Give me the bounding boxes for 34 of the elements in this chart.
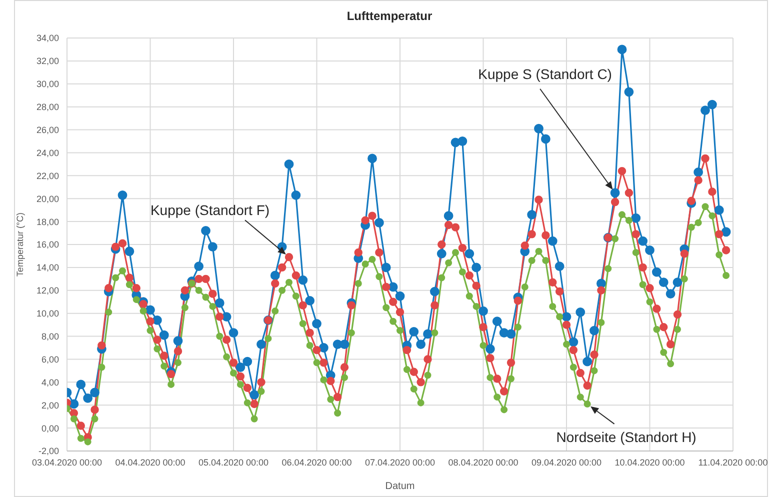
- series-label: Kuppe S (Standort C): [478, 66, 612, 82]
- y-tick-label: 4,00: [41, 377, 59, 388]
- text: Kuppe (Standort F): [150, 202, 270, 218]
- y-tick-label: 6,00: [41, 354, 59, 364]
- y-tick-label: 34,00: [36, 33, 59, 44]
- y-tick-label: 24,00: [36, 148, 59, 158]
- y-tick-label: 32,00: [36, 56, 59, 66]
- y-tick-label: 8,00: [41, 331, 59, 342]
- x-tick-label: 07.04.2020 00:00: [364, 457, 436, 468]
- x-tick-label: 10.04.2020 00:00: [614, 457, 685, 468]
- y-tick-label: 26,00: [36, 124, 59, 135]
- y-tick-label: 14,00: [36, 262, 59, 273]
- text: Nordseite (Standort H): [556, 428, 696, 445]
- y-tick-label: 22,00: [36, 170, 59, 181]
- y-tick-label: 12,00: [36, 286, 59, 296]
- x-tick-label: 08.04.2020 00:00: [448, 457, 518, 468]
- y-axis-title: Temperatur (°C): [15, 212, 26, 277]
- y-tick-label: 10,00: [36, 308, 59, 319]
- y-tick-label: 0,00: [41, 423, 59, 434]
- y-tick-label: -2,00: [38, 446, 59, 456]
- y-tick-label: 28,00: [36, 102, 59, 112]
- y-tick-label: 20,00: [36, 194, 59, 204]
- x-tick-label: 06.04.2020 00:00: [282, 457, 352, 468]
- x-tick-label: 09.04.2020 00:00: [531, 457, 602, 468]
- x-tick-label: 05.04.2020 00:00: [198, 457, 269, 468]
- x-axis-title: Datum: [385, 481, 415, 492]
- chart-title: Lufttemperatur: [346, 9, 434, 23]
- y-tick-label: 18,00: [36, 216, 59, 227]
- y-tick-label: 30,00: [36, 79, 59, 90]
- x-tick-label: 03.04.2020 00:00: [32, 457, 102, 468]
- y-tick-label: 2,00: [41, 400, 59, 410]
- x-tick-label: 11.04.2020 00:00: [698, 457, 768, 468]
- x-tick-label: 04.04.2020 00:00: [115, 457, 186, 468]
- y-tick-label: 16,00: [36, 240, 59, 250]
